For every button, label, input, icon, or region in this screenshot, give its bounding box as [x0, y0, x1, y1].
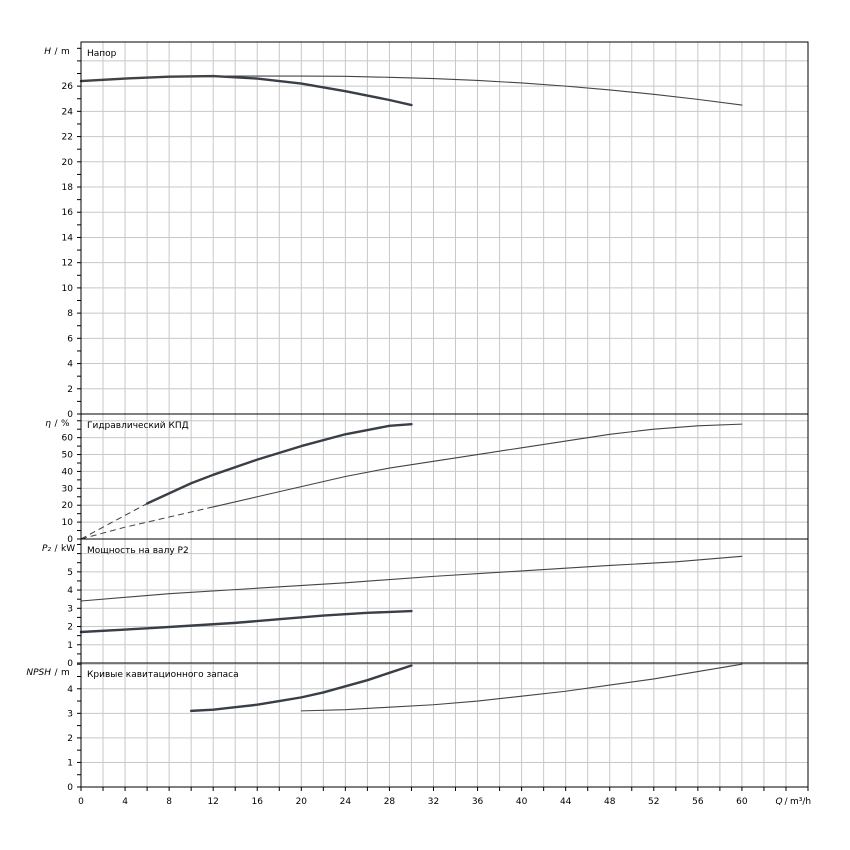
- y-tick-label: 4: [67, 586, 73, 596]
- series-1-line: [80, 75, 743, 106]
- y-axis-label-sep: /: [54, 544, 58, 554]
- x-tick-label: 12: [207, 797, 218, 807]
- panel-title: Кривые кавитационного запаса: [87, 670, 239, 680]
- y-tick-label: 26: [62, 82, 74, 92]
- y-tick-label: 16: [62, 208, 74, 218]
- y-tick-label: 12: [62, 259, 73, 269]
- y-tick-label: 0: [67, 783, 73, 793]
- y-axis-label-var: P₂: [42, 544, 51, 554]
- x-tick-label: 56: [692, 797, 704, 807]
- y-tick-label: 14: [62, 233, 74, 243]
- series-0-line: [79, 74, 413, 107]
- y-tick-label: 22: [62, 133, 73, 143]
- series-0-line: [145, 422, 413, 505]
- x-tick-label: 20: [296, 797, 308, 807]
- y-tick-label: 60: [62, 434, 74, 444]
- y-axis-label-unit: %: [61, 419, 70, 429]
- y-axis-label-unit: m: [61, 668, 70, 678]
- y-axis-label-unit: kW: [61, 544, 75, 554]
- y-tick-label: 3: [67, 709, 73, 719]
- series-1-line: [80, 555, 743, 602]
- panel-frame: [80, 413, 809, 540]
- x-axis-label-sep: /: [784, 797, 788, 807]
- y-tick-label: 20: [62, 501, 74, 511]
- y-tick-label: 24: [62, 107, 74, 117]
- y-tick-label: 30: [62, 484, 74, 494]
- curve-layer: [79, 74, 743, 713]
- y-tick-label: 50: [62, 451, 74, 461]
- y-tick-label: 6: [67, 334, 73, 344]
- y-tick-label: 4: [67, 360, 73, 370]
- y-tick-label: 1: [67, 641, 73, 651]
- y-axis-label-var: η: [45, 419, 51, 429]
- y-tick-label: 2: [67, 623, 73, 633]
- y-axis-label-unit: m: [61, 47, 70, 57]
- x-tick-label: 24: [340, 797, 352, 807]
- y-tick-label: 18: [62, 183, 74, 193]
- y-tick-label: 2: [67, 385, 73, 395]
- x-tick-label: 32: [428, 797, 439, 807]
- x-axis-label-var: Q: [775, 797, 782, 807]
- y-tick-label: 5: [67, 568, 73, 578]
- y-axis-label-sep: /: [54, 47, 58, 57]
- series-0-dashed-line: [80, 503, 148, 540]
- x-tick-label: 4: [122, 797, 128, 807]
- y-tick-label: 20: [62, 158, 74, 168]
- x-tick-label: 36: [472, 797, 484, 807]
- y-tick-label: 3: [67, 604, 73, 614]
- y-tick-label: 0: [67, 535, 73, 545]
- y-axis-label-sep: /: [54, 419, 58, 429]
- y-tick-label: 0: [67, 410, 73, 420]
- x-tick-label: 28: [384, 797, 396, 807]
- panel-frame: [80, 662, 809, 788]
- panel-title: Мощность на валу P2: [87, 546, 189, 556]
- y-tick-label: 1: [67, 758, 73, 768]
- panel-title: Напор: [87, 49, 117, 59]
- series-1-line: [300, 663, 743, 712]
- x-tick-label: 48: [604, 797, 616, 807]
- panel-title: Гидравлический КПД: [87, 421, 189, 431]
- series-1-dashed-line: [80, 506, 214, 540]
- panel-frame: [80, 41, 809, 415]
- x-axis-label-unit: m³/h: [790, 797, 811, 807]
- y-tick-label: 8: [67, 309, 73, 319]
- y-tick-label: 10: [62, 518, 74, 528]
- x-tick-label: 44: [560, 797, 572, 807]
- axis-layer: [77, 41, 809, 791]
- series-1-line: [212, 423, 743, 508]
- x-tick-label: 16: [252, 797, 264, 807]
- y-tick-label: 4: [67, 685, 73, 695]
- y-axis-label-sep: /: [54, 668, 58, 678]
- x-tick-label: 60: [736, 797, 748, 807]
- x-tick-label: 52: [648, 797, 659, 807]
- x-tick-label: 8: [166, 797, 172, 807]
- y-tick-label: 2: [67, 734, 73, 744]
- x-tick-label: 40: [516, 797, 528, 807]
- series-0-line: [189, 664, 413, 713]
- x-tick-label: 0: [78, 797, 84, 807]
- series-0-line: [79, 609, 413, 634]
- y-tick-label: 0: [67, 659, 73, 669]
- y-tick-label: 10: [62, 284, 74, 294]
- y-axis-label-var: NPSH: [26, 668, 51, 678]
- y-axis-label-var: H: [44, 47, 51, 57]
- y-tick-label: 40: [62, 467, 74, 477]
